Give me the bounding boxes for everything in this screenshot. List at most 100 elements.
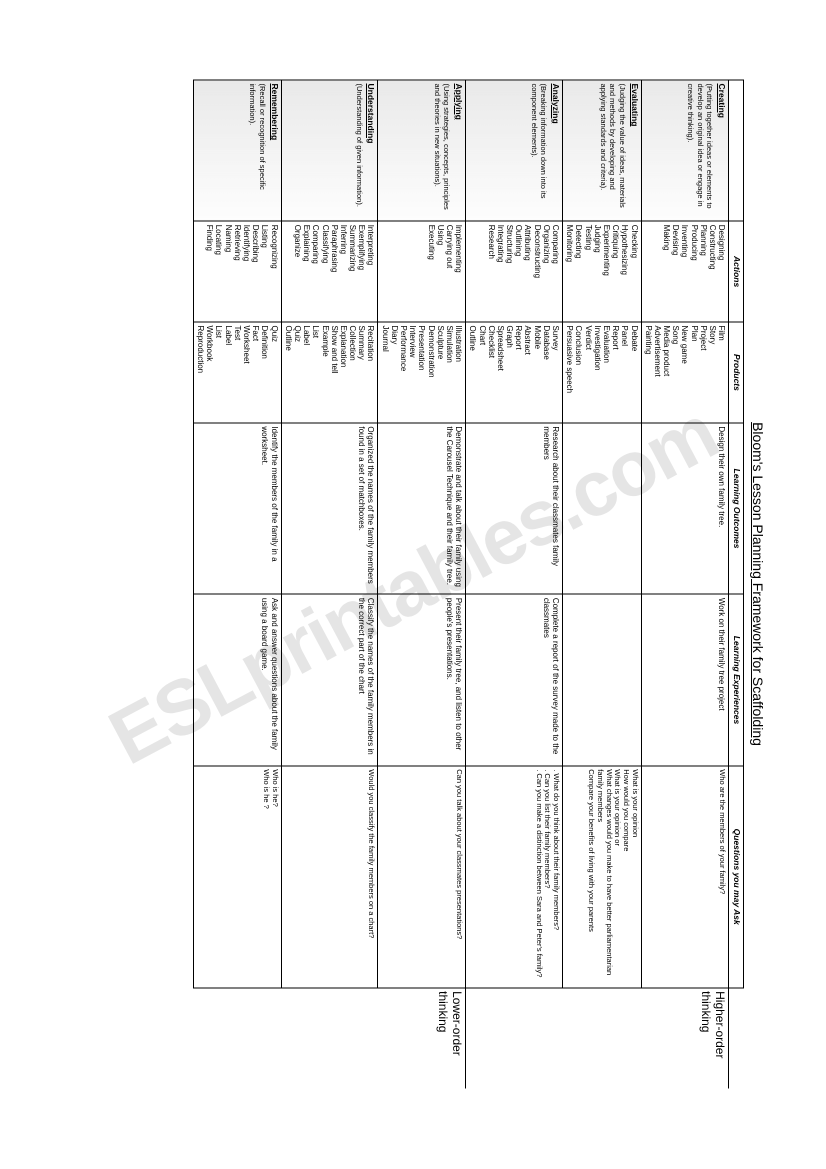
product-item: Illustration xyxy=(454,326,463,420)
product-item: Reproduction xyxy=(196,326,205,420)
actions-cell: RecognizingListingDescribingIdentifyingR… xyxy=(193,221,281,322)
question-item: Who is he? xyxy=(270,769,279,984)
question-item: Compare your benefits of living with you… xyxy=(587,769,596,984)
action-item: Finding xyxy=(205,225,214,319)
actions-cell: DesigningConstructingPlanningProducingIn… xyxy=(641,221,729,322)
action-item: Classifying xyxy=(320,225,329,319)
product-item: Checklist xyxy=(487,326,496,420)
action-item: Interpreting xyxy=(366,225,375,319)
outcomes-cell: Demonstrate and talk about their family … xyxy=(378,423,466,594)
level-name: Applying xyxy=(453,84,463,218)
level-desc: (Judging the value of ideas, materials a… xyxy=(599,84,627,208)
table-row: Analyzing(Breaking information down into… xyxy=(466,80,563,1089)
rotated-content: Bloom's Lesson Planning Framework for Sc… xyxy=(60,80,766,1089)
question-item: Who are the members of your family? xyxy=(718,769,727,984)
header-actions: Actions xyxy=(729,221,744,322)
page-title: Bloom's Lesson Planning Framework for Sc… xyxy=(750,80,766,1089)
action-item: Locating xyxy=(214,225,223,319)
product-item: Definition xyxy=(260,326,269,420)
action-item: Organize xyxy=(293,225,302,319)
table-row: Evaluating(Judging the value of ideas, m… xyxy=(563,80,642,1089)
experiences-cell: Ask and answer questions about the famil… xyxy=(193,594,281,765)
product-item: Workbook xyxy=(205,326,214,420)
action-item: Devising xyxy=(671,225,680,319)
product-item: Report xyxy=(514,326,523,420)
product-item: Demonstration xyxy=(426,326,435,420)
product-item: Media product xyxy=(662,326,671,420)
level-cell: Understanding(Understanding of given inf… xyxy=(281,80,378,221)
products-cell: SurveyDatabaseMobileAbstractReportGraphS… xyxy=(466,322,563,423)
outcomes-cell: Design their own family tree. xyxy=(641,423,729,594)
product-item: Spreadsheet xyxy=(496,326,505,420)
higher-order-label: Higher-order thinking xyxy=(466,988,729,1089)
experiences-cell: Work on their family tree project xyxy=(641,594,729,765)
product-item: Simulation xyxy=(445,326,454,420)
action-item: Retrieving xyxy=(233,225,242,319)
product-item: Label xyxy=(302,326,311,420)
product-item: Collection xyxy=(348,326,357,420)
question-item: . What do you think about their family m… xyxy=(551,769,560,984)
level-name: Creating xyxy=(716,84,726,218)
experiences-cell: Classify the names of the family members… xyxy=(281,594,378,765)
action-item: Detecting xyxy=(574,225,583,319)
action-item: Executing xyxy=(426,225,435,319)
level-desc: (Recall or recognition of specific infor… xyxy=(248,84,267,190)
question-item: Can you talk about your classmates prese… xyxy=(455,769,464,984)
outcomes-cell: Identify the members of the family in a … xyxy=(193,423,281,594)
product-item: Evaluation xyxy=(602,326,611,420)
products-cell: DebatePanelReportEvaluationInvestigation… xyxy=(563,322,642,423)
table-row: Remembering(Recall or recognition of spe… xyxy=(193,80,281,1089)
level-desc: (Breaking information down into its comp… xyxy=(530,84,549,199)
action-item: Explaining xyxy=(302,225,311,319)
product-item: Quiz xyxy=(269,326,278,420)
product-item: Survey xyxy=(551,326,560,420)
outcomes-cell: Research about their classmates family m… xyxy=(466,423,563,594)
level-cell: Remembering(Recall or recognition of spe… xyxy=(193,80,281,221)
action-item: Inferring xyxy=(339,225,348,319)
questions-cell: Can you talk about your classmates prese… xyxy=(378,766,466,988)
table-row: Understanding(Understanding of given inf… xyxy=(281,80,378,1089)
questions-cell: . What do you think about their family m… xyxy=(466,766,563,988)
level-name: Remembering xyxy=(269,84,279,218)
action-item: Summarizing xyxy=(348,225,357,319)
action-item: Integrating xyxy=(496,225,505,319)
products-cell: RecitationSummaryCollectionExplanationSh… xyxy=(281,322,378,423)
product-item: Journal xyxy=(380,326,389,420)
product-item: Abstract xyxy=(523,326,532,420)
actions-cell: ImplementingCarrying outUsingExecuting xyxy=(378,221,466,322)
product-item: Recitation xyxy=(366,326,375,420)
header-outcomes: Learning Outcomes xyxy=(729,423,744,594)
question-item: What is your opinion or xyxy=(613,769,622,984)
action-item: Exemplifying xyxy=(357,225,366,319)
product-item: Story xyxy=(708,326,717,420)
header-row: Actions Products Learning Outcomes Learn… xyxy=(729,80,744,1089)
action-item: Critiquing xyxy=(611,225,620,319)
table-row: Applying(Using strategies, concepts, pri… xyxy=(378,80,466,1089)
product-item: Database xyxy=(542,326,551,420)
outcomes-cell xyxy=(563,423,642,594)
product-item: Chart xyxy=(477,326,486,420)
action-item: Identifying xyxy=(242,225,251,319)
experiences-cell: Present their family tree, and listen to… xyxy=(378,594,466,765)
questions-cell: Would you classify the family members on… xyxy=(281,766,378,988)
product-item: Test xyxy=(233,326,242,420)
header-blank xyxy=(729,80,744,221)
action-item: Implementing xyxy=(454,225,463,319)
product-item: List xyxy=(214,326,223,420)
question-item: What is your opinion xyxy=(630,769,639,984)
action-item: Describing xyxy=(251,225,260,319)
level-cell: Applying(Using strategies, concepts, pri… xyxy=(378,80,466,221)
page: ESLprintables.com Bloom's Lesson Plannin… xyxy=(0,0,826,1169)
action-item: Comparing xyxy=(311,225,320,319)
level-desc: (Putting together ideas or elements to d… xyxy=(686,84,714,209)
action-item: Recognizing xyxy=(269,225,278,319)
action-item: Checking xyxy=(629,225,638,319)
product-item: Outline xyxy=(468,326,477,420)
level-name: Understanding xyxy=(366,84,376,218)
question-item: What changes would you make to have bett… xyxy=(595,769,612,984)
product-item: Worksheet xyxy=(242,326,251,420)
table-row: Creating(Putting together ideas or eleme… xyxy=(641,80,729,1089)
product-item: Label xyxy=(223,326,232,420)
product-item: Sculpture xyxy=(436,326,445,420)
action-item: Attributing xyxy=(523,225,532,319)
